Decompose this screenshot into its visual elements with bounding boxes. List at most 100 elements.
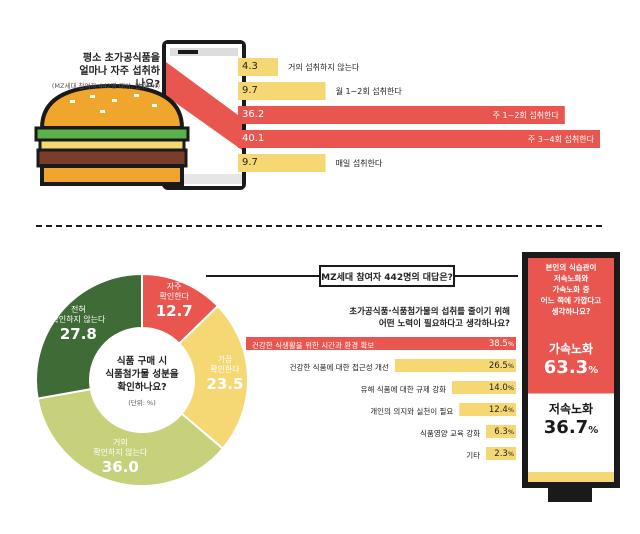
- effort-bar-category: 건강한 식품에 대한 접근성 개선: [289, 363, 389, 372]
- effort-bar-value: 6.3%: [466, 427, 514, 437]
- effort-bar-value: 14.0%: [466, 383, 514, 393]
- effort-bar-chart: [246, 337, 516, 460]
- effort-bar-value: 26.5%: [466, 361, 514, 371]
- effort-bar: [459, 403, 516, 416]
- effort-bar: [486, 447, 516, 460]
- donut-center-line1: 식품 구매 시: [116, 356, 168, 367]
- effort-bar-number: 12.4: [488, 405, 508, 415]
- donut-segment-value: 12.7: [155, 301, 193, 320]
- habit-question-line2: 저속노화와: [553, 274, 589, 283]
- habit-question-line3: 가속노화 중: [552, 285, 590, 294]
- frequency-bar-category: 주 3~4회 섭취한다: [527, 135, 594, 144]
- frequency-bar-value: 40.1: [242, 133, 265, 144]
- effort-bar: [486, 425, 516, 438]
- donut-segment-category: 확인하지 않는다: [51, 314, 106, 324]
- habit-question: 본인의 식습관이 저속노화와 가속노화 중 어느 쪽에 가깝다고 생각하나요?: [528, 262, 614, 317]
- effort-bar-unit: %: [507, 406, 514, 414]
- frequency-bar: [238, 58, 278, 76]
- effort-bar-category: 식품영양 교육 강화: [420, 429, 480, 438]
- donut-segment-value: 36.0: [101, 458, 139, 477]
- effort-question-line2: 어떤 노력이 필요하다고 생각하나요?: [378, 319, 510, 329]
- frequency-bar-category: 거의 섭취하지 않는다: [288, 63, 360, 72]
- frequency-bar-chart: [238, 58, 600, 172]
- fast-aging-value: 63.3: [543, 357, 589, 378]
- effort-bar-number: 6.3: [494, 427, 508, 437]
- battery-fast-aging-segment: [528, 258, 614, 394]
- donut-unit: (단위: %): [128, 399, 156, 407]
- frequency-bar-value: 4.3: [242, 61, 258, 72]
- donut-segment-value: 27.8: [59, 324, 97, 343]
- effort-bar-value: 38.5%: [466, 339, 514, 349]
- effort-bar-value: 2.3%: [466, 449, 514, 459]
- frequency-bar-category: 월 1~2회 섭취한다: [335, 87, 402, 96]
- top-question: 평소 초가공식품을 얼마나 자주 섭취하나요?: [72, 52, 160, 91]
- frequency-bar: [238, 106, 565, 124]
- frequency-bar-value: 9.7: [242, 85, 258, 96]
- frequency-bar: [238, 82, 326, 100]
- donut-segment-category: 거의: [112, 438, 128, 448]
- donut-segment-category: 자주: [166, 281, 182, 291]
- donut-segment-label: 거의 확인하지 않는다 36.0: [70, 438, 170, 476]
- effort-question-line1: 초가공식품·식품첨가물의 섭취를 줄이기 위해: [349, 307, 510, 317]
- frequency-bar-category: 주 1~2회 섭취한다: [492, 111, 559, 120]
- frequency-bar: [238, 130, 600, 148]
- donut-segment-category: 전혀: [71, 304, 86, 314]
- banner-title: MZ세대 참여자 442명의 대답은?: [321, 273, 453, 283]
- effort-bar-unit: %: [507, 362, 514, 370]
- slow-aging-label: 저속노화: [548, 402, 594, 416]
- donut-center-line3: 확인하나요?: [117, 382, 167, 393]
- effort-bar-number: 26.5: [488, 361, 508, 371]
- effort-bar-number: 14.0: [488, 383, 508, 393]
- effort-bar-number: 2.3: [494, 449, 508, 459]
- donut-segment-label: 전혀 확인하지 않는다 27.8: [28, 305, 128, 343]
- banner-box: [319, 265, 455, 287]
- fast-aging-unit: %: [588, 365, 599, 376]
- donut-segment: [35, 272, 143, 400]
- slow-aging-unit: %: [588, 425, 599, 436]
- battery-icon: [522, 252, 620, 502]
- burger-icon: [34, 83, 190, 186]
- slow-aging-block: 저속노화 36.7%: [528, 400, 614, 438]
- top-question-line2: 얼마나 자주 섭취하나요?: [79, 66, 160, 90]
- habit-question-line5: 생각하나요?: [551, 307, 591, 316]
- effort-bar-category: 유해 식품에 대한 규제 강화: [360, 385, 446, 394]
- effort-bar: [394, 359, 516, 372]
- donut-segment-category: 확인하지 않는다: [93, 448, 148, 458]
- effort-bar: [452, 381, 516, 394]
- donut-segment: [177, 304, 249, 450]
- frequency-bar: [238, 154, 326, 172]
- donut-segment-category: 가끔: [217, 355, 233, 365]
- frequency-bar-value: 36.2: [242, 109, 265, 120]
- donut-center-line2: 식품첨가물 성분을: [105, 369, 179, 380]
- battery-slow-aging-segment: [528, 393, 614, 472]
- donut-segment: [36, 387, 225, 487]
- slow-aging-value: 36.7: [543, 417, 589, 438]
- donut-segment-label: 자주 확인한다 12.7: [124, 282, 224, 320]
- frequency-bar-value: 9.7: [242, 157, 258, 168]
- fast-aging-label: 가속노화: [548, 342, 594, 356]
- fast-aging-block: 가속노화 63.3%: [528, 340, 614, 378]
- effort-bar-unit: %: [507, 428, 514, 436]
- effort-bar-unit: %: [507, 340, 514, 348]
- top-question-line1: 평소 초가공식품을: [82, 53, 160, 64]
- effort-question: 초가공식품·식품첨가물의 섭취를 줄이기 위해 어떤 노력이 필요하다고 생각하…: [300, 306, 510, 330]
- donut-chart: [35, 272, 249, 487]
- donut-segment-label: 가끔 확인한다 23.5: [175, 355, 275, 393]
- effort-bar-unit: %: [507, 384, 514, 392]
- effort-bar-category: 기타: [466, 451, 480, 460]
- effort-bar-category: 건강한 식생활을 위한 시간과 환경 확보: [252, 341, 375, 350]
- habit-question-line4: 어느 쪽에 가깝다고: [540, 296, 602, 305]
- effort-bar-category: 개인의 의지와 실천이 필요: [370, 407, 454, 416]
- effort-bar-unit: %: [507, 450, 514, 458]
- effort-bar-number: 38.5: [488, 339, 508, 349]
- donut-segment-value: 23.5: [206, 375, 244, 394]
- donut-segment-category: 확인한다: [210, 365, 240, 375]
- donut-segment-category: 확인한다: [159, 291, 189, 301]
- effort-bar-value: 12.4%: [466, 405, 514, 415]
- donut-center-question: 식품 구매 시 식품첨가물 성분을 확인하나요? (단위: %): [92, 355, 192, 410]
- effort-bar: [246, 337, 516, 350]
- habit-question-line1: 본인의 식습관이: [545, 263, 597, 272]
- frequency-bar-category: 매일 섭취한다: [335, 159, 383, 168]
- top-note: (MZ세대 참여자 442명 대상, 단위: %): [51, 82, 160, 90]
